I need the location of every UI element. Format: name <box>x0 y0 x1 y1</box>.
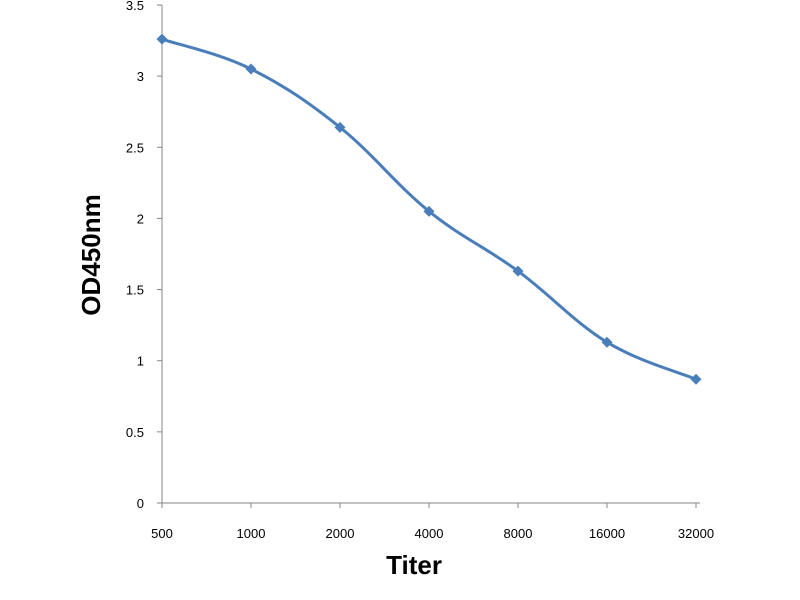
x-tick-label: 500 <box>151 526 173 541</box>
x-tick-labels: 500 1000 2000 4000 8000 16000 32000 <box>151 526 714 541</box>
y-tick-label: 1 <box>137 354 144 369</box>
x-tick-label: 2000 <box>326 526 355 541</box>
x-tick-label: 4000 <box>415 526 444 541</box>
data-point-marker <box>601 336 613 348</box>
y-tick-label: 2.5 <box>126 140 144 155</box>
data-point-marker <box>423 205 435 217</box>
data-point-marker <box>690 373 702 385</box>
y-tick-label: 3 <box>137 69 144 84</box>
series-layer <box>156 33 702 385</box>
x-tick-label: 16000 <box>589 526 625 541</box>
x-tick-label: 1000 <box>237 526 266 541</box>
x-axis-title: Titer <box>386 550 442 580</box>
y-tick-label: 0.5 <box>126 425 144 440</box>
data-point-marker <box>156 33 168 45</box>
y-tick-label: 3.5 <box>126 0 144 13</box>
y-tick-label: 2 <box>137 211 144 226</box>
data-point-marker <box>512 265 524 277</box>
y-tick-label: 0 <box>137 496 144 511</box>
y-tick-label: 1.5 <box>126 283 144 298</box>
data-point-marker <box>334 121 346 133</box>
y-axis-title: OD450nm <box>76 194 106 315</box>
y-tick-labels: 0 0.5 1 1.5 2 2.5 3 3.5 <box>126 0 144 511</box>
x-tick-label: 8000 <box>504 526 533 541</box>
data-point-marker <box>245 63 257 75</box>
x-axis <box>161 502 700 508</box>
x-tick-label: 32000 <box>678 526 714 541</box>
y-axis <box>157 4 163 504</box>
